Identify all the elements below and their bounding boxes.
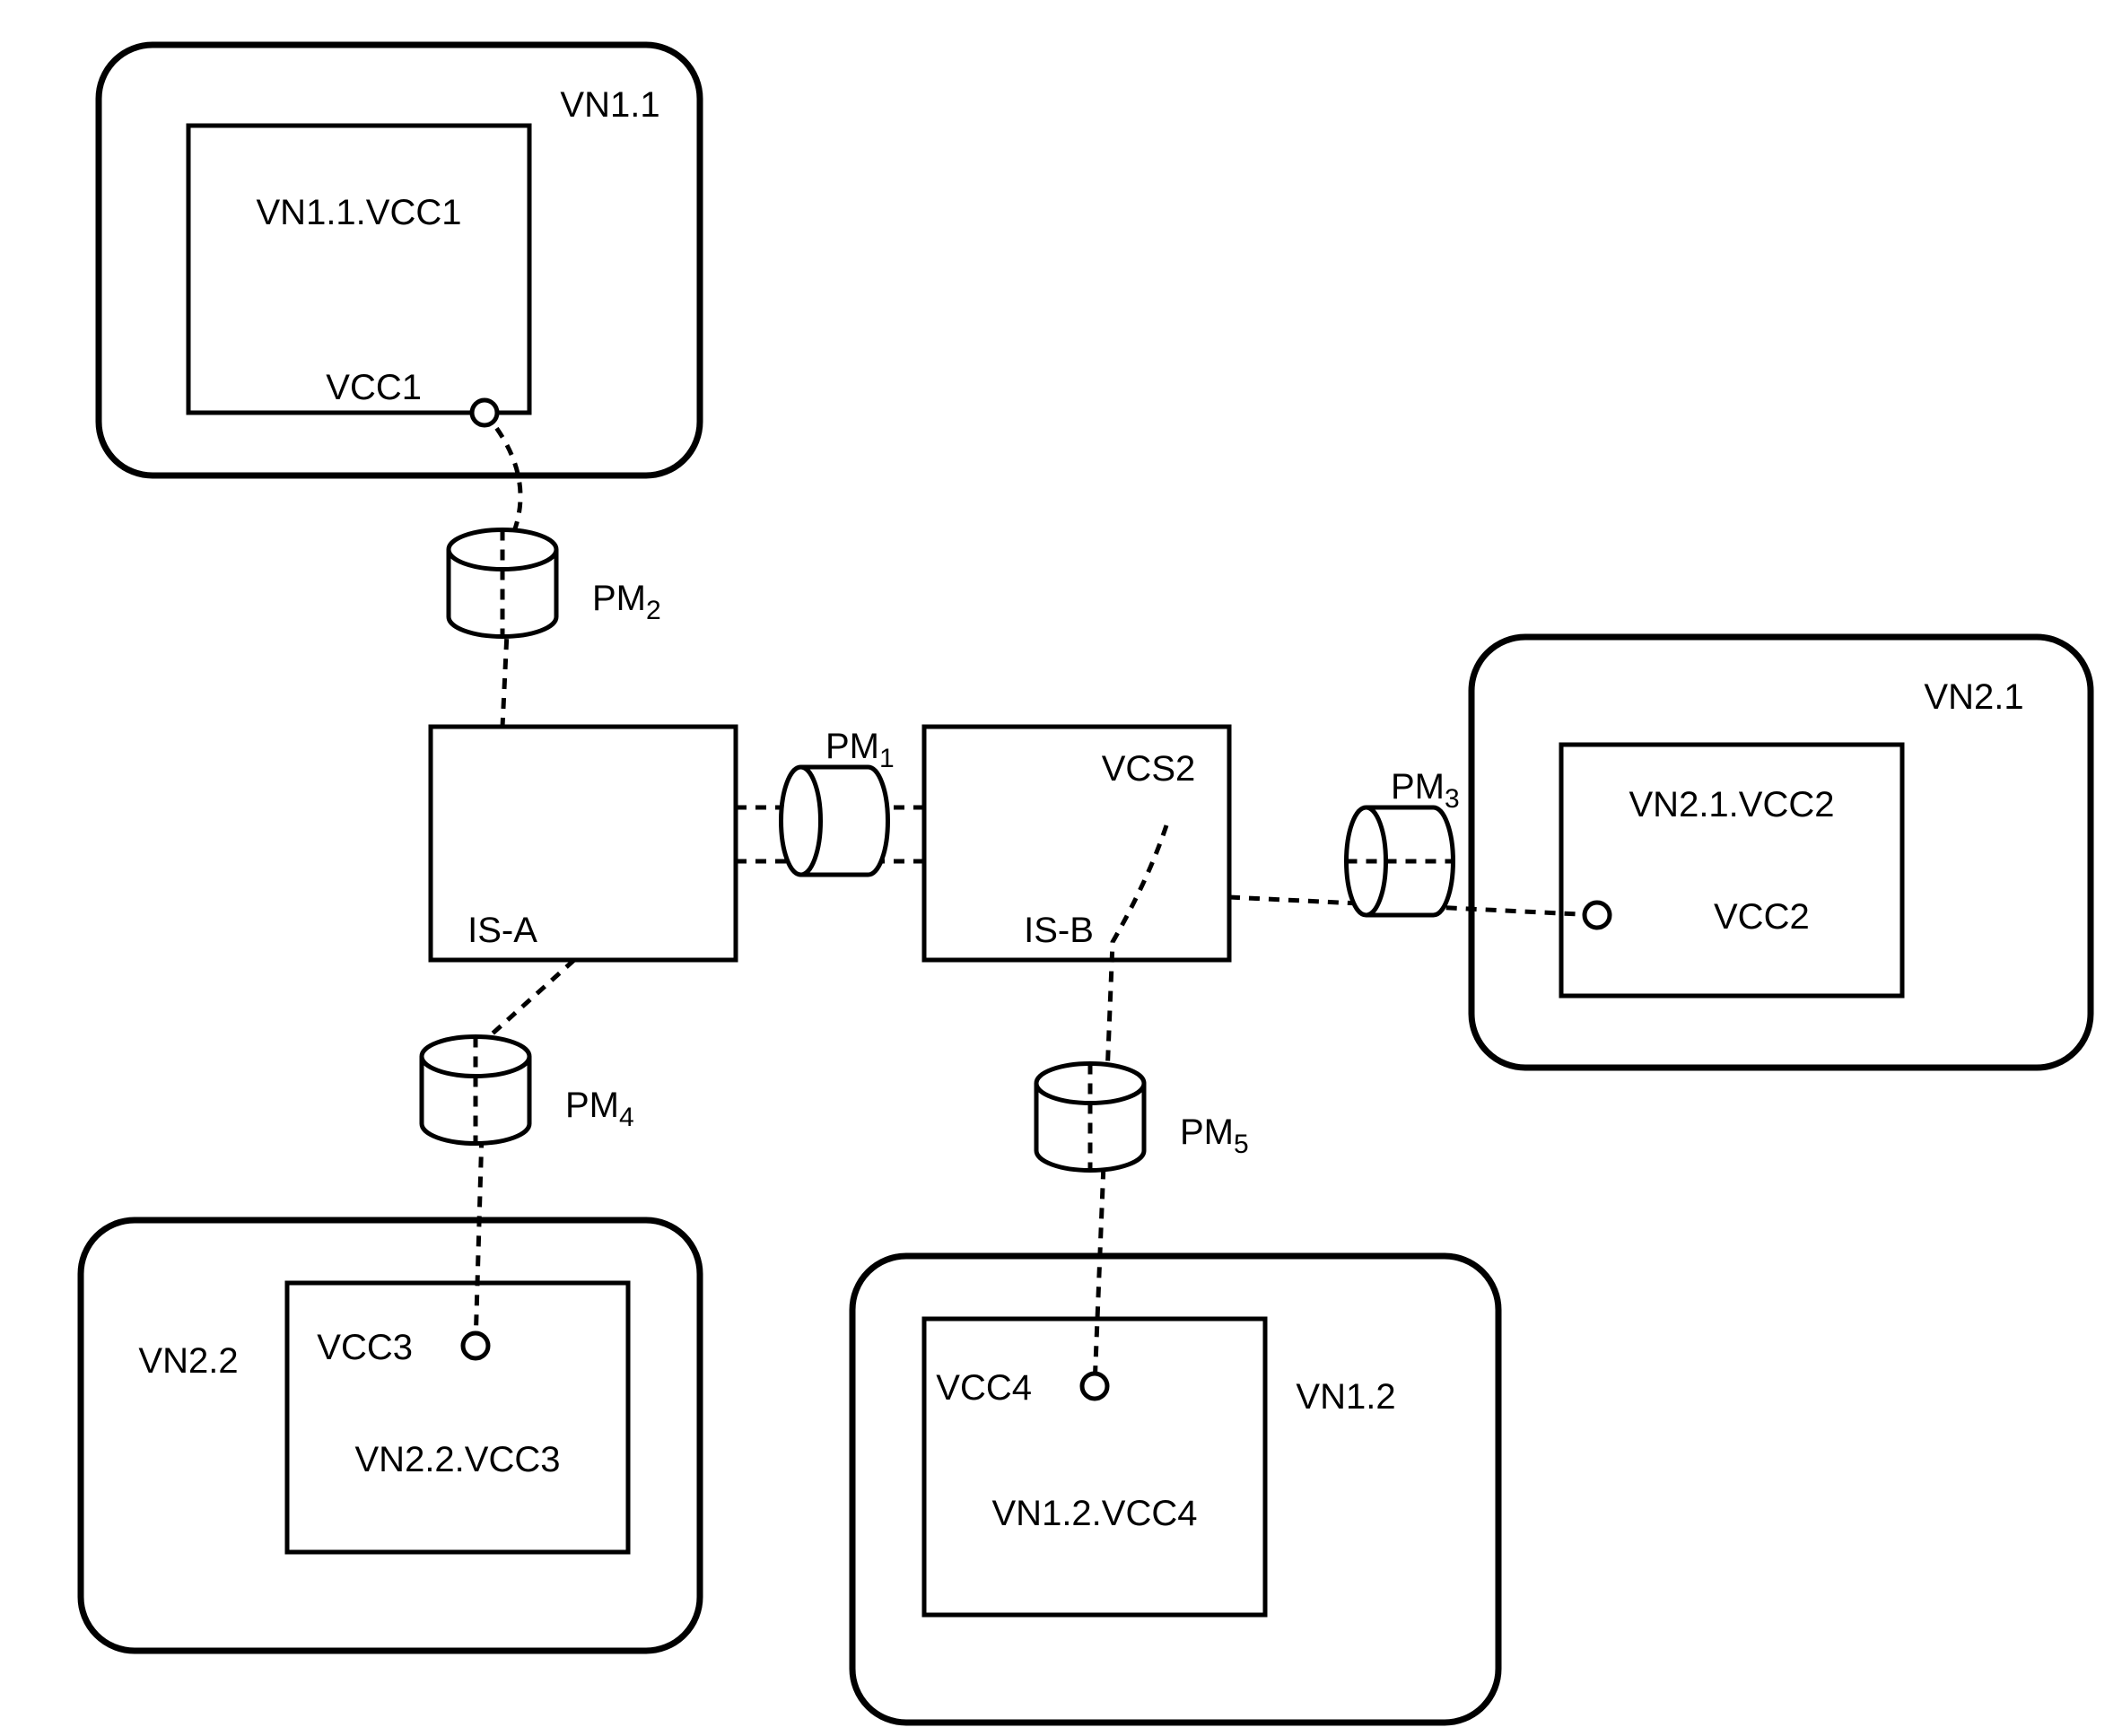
port-label: VCC4 [936, 1368, 1032, 1408]
pm-cylinder [782, 767, 888, 875]
port-icon [1585, 903, 1610, 928]
port-label: VCC1 [326, 368, 422, 407]
pm-label: PM2 [592, 579, 661, 625]
vn-label: VN1.1 [560, 85, 659, 125]
vn-label: VN2.1 [1924, 677, 2023, 717]
pm-cylinder [449, 530, 556, 637]
pm-cylinder [1347, 807, 1454, 915]
vcc-node [1561, 745, 1902, 996]
vcc-label: VN2.1.VCC2 [1629, 785, 1835, 824]
switch-label: IS-A [467, 911, 537, 950]
port-icon [472, 400, 497, 425]
pm-cylinder [1036, 1064, 1144, 1171]
vcc-node [924, 1319, 1265, 1615]
vn-label: VN1.2 [1296, 1377, 1395, 1417]
vcc-label: VN2.2.VCC3 [355, 1440, 561, 1479]
port-label: VCC2 [1714, 897, 1810, 937]
port-label: VCC3 [317, 1328, 413, 1367]
vcc-node [287, 1283, 628, 1552]
extra-label: VCS2 [1102, 749, 1196, 789]
vcc-label: VN1.2.VCC4 [992, 1494, 1198, 1533]
switch-label: IS-B [1024, 911, 1094, 950]
vcc-label: VN1.1.VCC1 [257, 193, 462, 232]
pm-label: PM5 [1180, 1112, 1249, 1159]
vn-label: VN2.2 [138, 1341, 238, 1381]
pm-label: PM4 [565, 1086, 634, 1132]
edge [476, 960, 574, 1346]
vn-node [852, 1256, 1498, 1723]
pm-cylinder [422, 1037, 529, 1144]
port-icon [463, 1333, 488, 1358]
port-icon [1082, 1374, 1107, 1399]
